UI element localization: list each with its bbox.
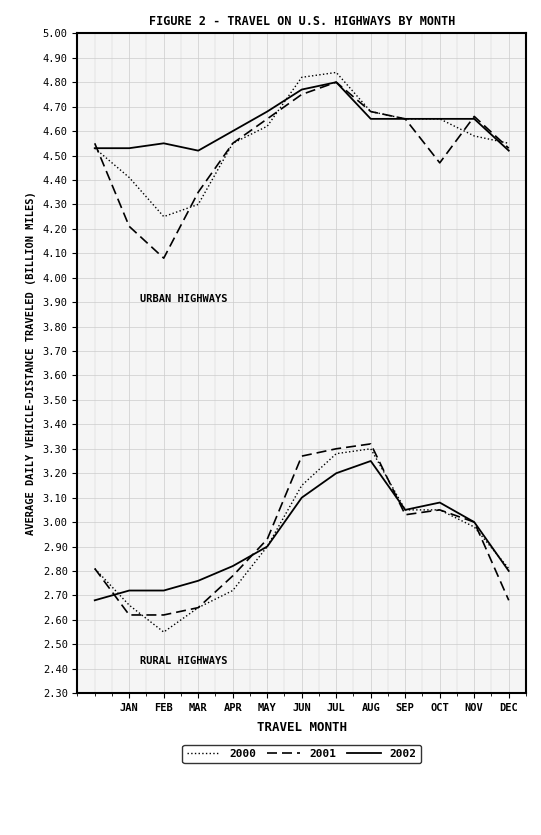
Text: RURAL HIGHWAYS: RURAL HIGHWAYS (140, 655, 227, 665)
Legend: 2000, 2001, 2002: 2000, 2001, 2002 (182, 745, 421, 763)
X-axis label: TRAVEL MONTH: TRAVEL MONTH (257, 721, 347, 734)
Title: FIGURE 2 - TRAVEL ON U.S. HIGHWAYS BY MONTH: FIGURE 2 - TRAVEL ON U.S. HIGHWAYS BY MO… (149, 15, 455, 28)
Text: URBAN HIGHWAYS: URBAN HIGHWAYS (140, 294, 227, 304)
Y-axis label: AVERAGE DAILY VEHICLE-DISTANCE TRAVELED (BILLION MILES): AVERAGE DAILY VEHICLE-DISTANCE TRAVELED … (26, 191, 36, 535)
